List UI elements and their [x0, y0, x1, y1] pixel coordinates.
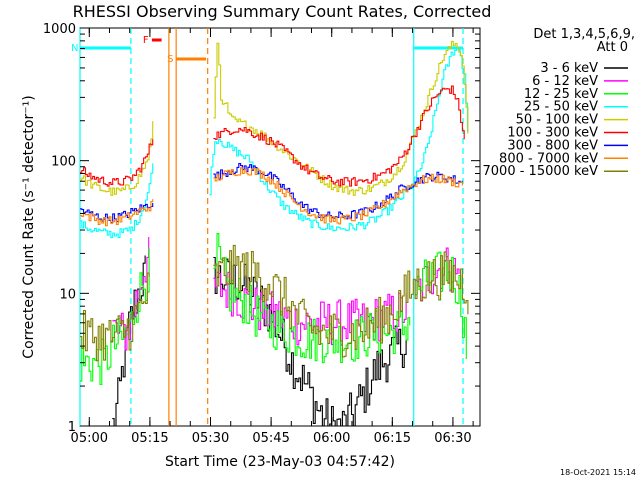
- mode-bar-label-0: N: [71, 43, 78, 54]
- series-line-8-segment-1: [213, 244, 469, 358]
- legend-label-1: 6 - 12 keV: [532, 74, 598, 89]
- series-line-5-segment-0: [80, 139, 154, 187]
- y-tick-label: 100: [51, 155, 76, 170]
- series-line-3-segment-1: [209, 46, 469, 232]
- x-tick-label: 06:30: [434, 431, 471, 446]
- y-tick-label: 1000: [43, 22, 76, 37]
- y-tick-label: 1: [68, 420, 76, 435]
- observing-mode-bars: N F S: [71, 35, 464, 65]
- x-axis: 05:00 05:15 05:30 05:45 06:00 06:15 06:30: [71, 28, 474, 446]
- legend-label-3: 25 - 50 keV: [524, 100, 598, 115]
- legend-label-0: 3 - 6 keV: [540, 61, 598, 76]
- legend-label-8: 7000 - 15000 keV: [483, 164, 599, 179]
- x-tick-label: 05:00: [71, 431, 108, 446]
- series-line-4-segment-1: [213, 40, 469, 196]
- series-line-4-segment-0: [80, 121, 154, 196]
- instrument-markers: [79, 28, 464, 426]
- legend-label-4: 50 - 100 keV: [516, 113, 599, 128]
- series-line-2-segment-1: [213, 233, 411, 364]
- mode-bar-label-3: S: [167, 54, 173, 65]
- series-line-7-segment-1: [213, 167, 463, 225]
- y-axis: 1 10 100 1000: [43, 22, 480, 435]
- x-tick-label: 05:45: [252, 431, 289, 446]
- mode-bar-label-2: F: [143, 35, 149, 46]
- series-line-7-segment-0: [80, 199, 154, 227]
- chart-title: RHESSI Observing Summary Count Rates, Co…: [73, 2, 492, 21]
- generation-timestamp: 18-Oct-2021 15:14: [560, 468, 636, 477]
- x-axis-label: Start Time (23-May-03 04:57:42): [165, 454, 395, 470]
- y-tick-label: 10: [59, 287, 76, 302]
- x-tick-label: 05:15: [131, 431, 168, 446]
- series-line-2-segment-0: [80, 247, 150, 386]
- x-tick-label: 06:00: [313, 431, 350, 446]
- legend-label-5: 100 - 300 keV: [507, 126, 598, 141]
- series-line-5-segment-1: [213, 85, 465, 187]
- legend-header-line2: Att 0: [597, 40, 628, 55]
- y-axis-label: Corrected Count Rate (s⁻¹ detector⁻¹): [21, 95, 37, 358]
- series-line-8-segment-0: [80, 272, 150, 362]
- legend-label-6: 300 - 800 keV: [507, 138, 598, 153]
- x-tick-label: 06:15: [374, 431, 411, 446]
- series-lines: [80, 40, 469, 427]
- series-line-3-segment-0: [80, 163, 154, 239]
- x-tick-label: 05:30: [192, 431, 229, 446]
- legend-label-7: 800 - 7000 keV: [499, 151, 598, 166]
- legend-header-line1: Det 1,3,4,5,6,9,: [533, 27, 635, 42]
- plot-frame: [79, 27, 481, 427]
- legend-label-2: 12 - 25 keV: [524, 87, 598, 102]
